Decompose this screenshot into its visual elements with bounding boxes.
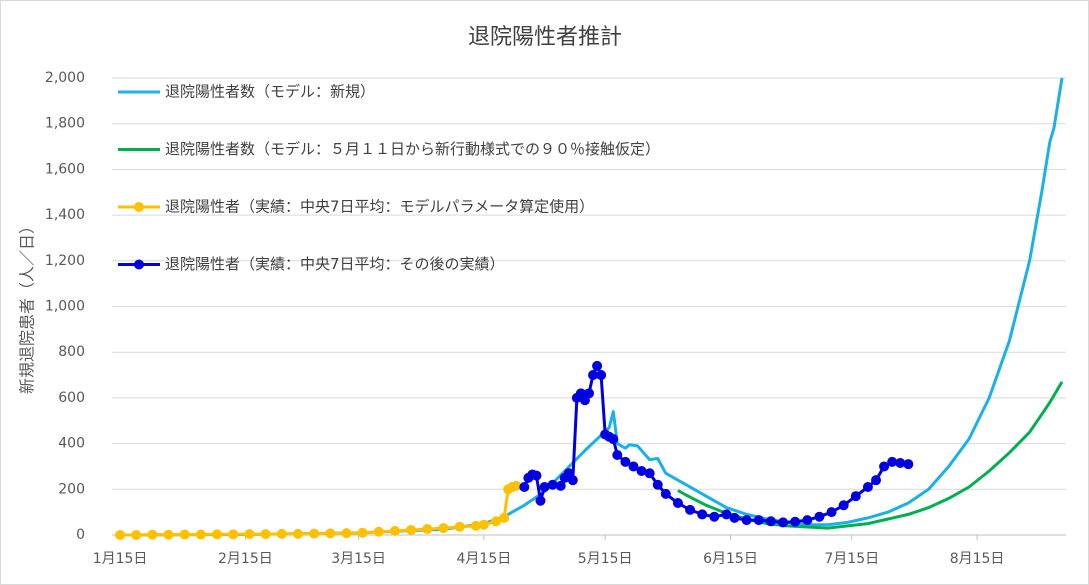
x-tick-label: 8月15日 — [950, 551, 1005, 567]
data-point — [406, 524, 417, 535]
data-point — [567, 475, 578, 486]
data-point — [862, 482, 873, 493]
data-point — [519, 482, 530, 493]
x-tick-label: 6月15日 — [703, 551, 758, 567]
data-point — [685, 504, 696, 515]
data-point — [709, 511, 720, 522]
data-point — [535, 495, 546, 506]
y-tick-label: 1,400 — [45, 207, 85, 223]
data-point — [357, 527, 368, 538]
y-tick-label: 2,000 — [45, 70, 85, 86]
legend-label: 退院陽性者（実績：中央7日平均：モデルパラメータ算定使用） — [165, 198, 594, 216]
data-point — [588, 370, 599, 381]
data-point — [778, 517, 789, 528]
y-tick-label: 1,800 — [45, 116, 85, 132]
data-point — [887, 456, 898, 467]
data-point — [741, 515, 752, 526]
x-tick-label: 2月15日 — [218, 551, 273, 567]
data-point — [547, 479, 558, 490]
data-point — [555, 480, 566, 491]
data-point — [753, 515, 764, 526]
data-point — [115, 530, 126, 540]
data-point — [147, 529, 158, 540]
data-point — [470, 520, 481, 531]
chart-title: 退院陽性者推計 — [468, 25, 622, 50]
y-axis-label: 新規退院患者（人／日） — [18, 218, 37, 394]
y-tick-label: 1,200 — [45, 253, 85, 269]
data-point — [628, 461, 639, 472]
data-point — [228, 529, 239, 540]
data-point — [478, 519, 489, 530]
data-point — [660, 488, 671, 499]
y-tick-label: 200 — [58, 481, 85, 497]
data-point — [721, 509, 732, 520]
data-point — [131, 530, 142, 540]
data-point — [292, 528, 303, 539]
legend-marker — [134, 202, 144, 212]
x-tick-label: 7月15日 — [824, 551, 879, 567]
data-point — [373, 526, 384, 537]
y-tick-label: 600 — [58, 390, 85, 406]
data-point — [895, 458, 906, 469]
data-point — [879, 461, 890, 472]
data-point — [608, 434, 619, 445]
data-point — [531, 470, 542, 481]
legend-label: 退院陽性者数（モデル：新規） — [165, 83, 375, 101]
data-point — [596, 370, 607, 381]
data-point — [903, 459, 914, 470]
data-point — [697, 509, 708, 520]
y-tick-label: 0 — [76, 527, 85, 543]
data-point — [244, 529, 255, 540]
data-point — [341, 528, 352, 539]
data-point — [765, 516, 776, 527]
data-point — [325, 528, 336, 539]
data-point — [838, 500, 849, 511]
data-point — [826, 507, 837, 518]
data-point — [652, 479, 663, 490]
legend-label: 退院陽性者数（モデル：５月１１日から新行動様式での９０％接触仮定） — [165, 140, 660, 158]
data-point — [871, 475, 882, 486]
y-tick-label: 1,000 — [45, 299, 85, 315]
data-point — [438, 523, 449, 534]
data-point — [539, 482, 550, 493]
data-point — [260, 529, 271, 540]
data-point — [499, 512, 510, 523]
data-point — [491, 516, 502, 527]
y-tick-label: 400 — [58, 436, 85, 452]
data-point — [276, 528, 287, 539]
data-point — [389, 525, 400, 536]
data-point — [729, 512, 740, 523]
x-tick-label: 1月15日 — [93, 551, 148, 567]
data-point — [422, 524, 433, 535]
y-tick-label: 800 — [58, 344, 85, 360]
data-point — [850, 491, 861, 502]
x-tick-label: 4月15日 — [457, 551, 512, 567]
legend-label: 退院陽性者（実績：中央7日平均：その後の実績） — [165, 255, 505, 273]
data-point — [309, 528, 320, 539]
data-point — [814, 511, 825, 522]
data-point — [584, 388, 594, 399]
data-point — [163, 529, 174, 540]
x-tick-label: 3月15日 — [331, 551, 386, 567]
data-point — [644, 468, 655, 479]
data-point — [802, 515, 813, 526]
data-point — [672, 498, 683, 509]
x-tick-label: 5月15日 — [578, 551, 633, 567]
data-point — [620, 456, 631, 467]
data-point — [612, 450, 623, 461]
data-point — [790, 516, 801, 527]
data-point — [636, 466, 647, 477]
data-point — [195, 529, 206, 540]
data-point — [592, 360, 603, 371]
data-point — [511, 480, 522, 491]
data-point — [179, 529, 190, 540]
data-point — [454, 521, 465, 532]
legend-marker — [134, 259, 144, 270]
y-tick-label: 1,600 — [45, 161, 85, 177]
data-point — [212, 529, 223, 540]
